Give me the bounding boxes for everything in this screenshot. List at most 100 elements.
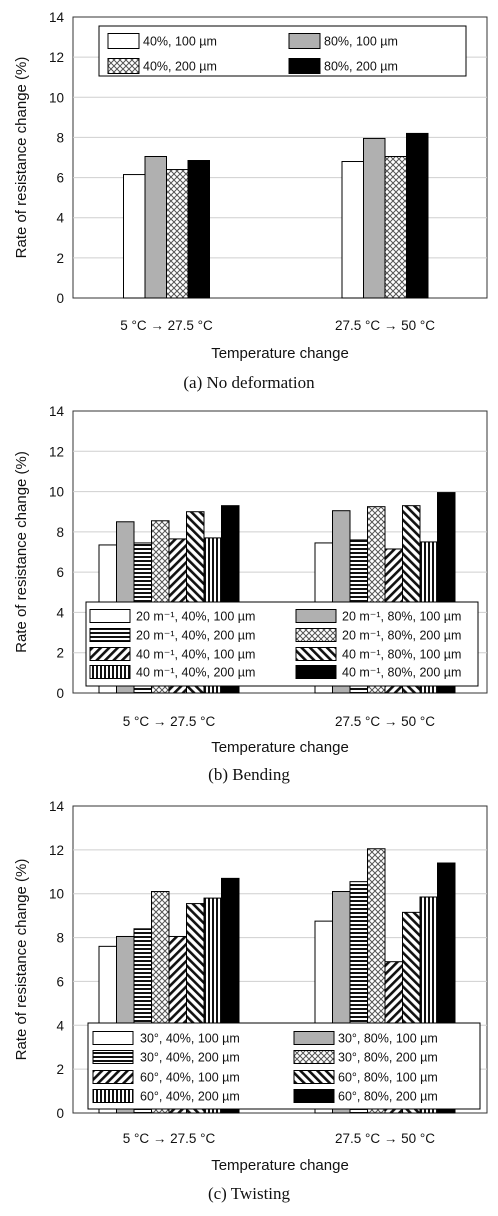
legend-entry: 30°, 80%, 200 µm (338, 1051, 438, 1065)
y-tick-label: 4 (56, 1018, 64, 1033)
x-axis-label: Temperature change (211, 739, 349, 756)
y-tick-label: 14 (49, 799, 65, 814)
legend-entry: 40%, 100 µm (143, 35, 217, 49)
legend-swatch (92, 1089, 134, 1103)
y-tick-label: 2 (56, 1062, 64, 1077)
y-tick-label: 12 (49, 50, 64, 65)
y-tick-label: 2 (56, 646, 64, 661)
legend-entry: 80%, 200 µm (324, 60, 398, 74)
legend-swatch (293, 1050, 335, 1064)
legend-swatch (89, 609, 131, 623)
plot-frame (72, 410, 488, 694)
legend-entry: 60°, 40%, 100 µm (140, 1071, 240, 1085)
legend-entry: 80%, 100 µm (324, 35, 398, 49)
y-tick-label: 10 (49, 887, 64, 902)
legend-entry: 20 m⁻¹, 80%, 100 µm (342, 610, 461, 624)
y-tick-label: 8 (56, 931, 64, 946)
chart-panel-1: 0 2 4 6 8 10 12 14 5 °C → 27.5 °C 27.5 °C → 50 °C… (13, 404, 488, 784)
legend-swatch (295, 628, 337, 642)
legend: 30°, 40%, 100 µm 30°, 80%, 100 µm 30°, 40%… (87, 1022, 481, 1110)
y-tick-label: 0 (56, 1106, 64, 1121)
legend-box (98, 25, 467, 77)
legend-entry: 60°, 80%, 100 µm (338, 1071, 438, 1085)
legend-swatch (107, 58, 140, 74)
y-tick-label: 10 (49, 485, 64, 500)
legend-swatch (92, 1031, 134, 1045)
legend-entry: 40 m⁻¹, 40%, 200 µm (136, 666, 255, 680)
y-tick-label: 0 (56, 686, 64, 701)
y-tick-label: 6 (56, 974, 64, 989)
legend-entry: 30°, 40%, 200 µm (140, 1051, 240, 1065)
y-axis-label: Rate of resistance change (%) (13, 451, 30, 653)
legend-swatch (293, 1089, 335, 1103)
y-tick-label: 10 (49, 90, 64, 105)
legend-swatch (295, 665, 337, 679)
y-tick-label: 6 (56, 565, 64, 580)
legend-swatch (293, 1070, 335, 1084)
bar (341, 161, 364, 299)
legend-entry: 30°, 40%, 100 µm (140, 1032, 240, 1046)
y-tick-label: 6 (56, 171, 64, 186)
legend-swatch (288, 58, 321, 74)
legend-entry: 40 m⁻¹, 40%, 100 µm (136, 648, 255, 662)
y-tick-label: 12 (49, 843, 64, 858)
legend-entry: 40 m⁻¹, 80%, 200 µm (342, 666, 461, 680)
legend-entry: 20 m⁻¹, 80%, 200 µm (342, 629, 461, 643)
y-axis-label: Rate of resistance change (%) (13, 57, 30, 259)
y-tick-label: 4 (56, 605, 64, 620)
x-tick-label: 27.5 °C → 50 °C (335, 318, 435, 333)
x-axis-label: Temperature change (211, 345, 349, 362)
legend-entry: 30°, 80%, 100 µm (338, 1032, 438, 1046)
x-tick-label: 27.5 °C → 50 °C (335, 714, 435, 729)
y-tick-label: 14 (49, 10, 65, 25)
legend-swatch (92, 1070, 134, 1084)
x-axis-label: Temperature change (211, 1157, 349, 1174)
legend-box (85, 601, 479, 687)
legend-entry: 60°, 80%, 200 µm (338, 1090, 438, 1104)
bar (384, 155, 407, 299)
bar (363, 137, 386, 299)
x-tick-label: 5 °C → 27.5 °C (123, 714, 216, 729)
plot-frame (72, 805, 488, 1114)
legend-swatch (295, 609, 337, 623)
plot-frame (72, 16, 488, 299)
y-tick-label: 14 (49, 404, 65, 419)
figure-caption: (b) Bending (208, 765, 290, 784)
y-tick-label: 8 (56, 130, 64, 145)
legend-entry: 20 m⁻¹, 40%, 100 µm (136, 610, 255, 624)
chart-panel-2: 0 2 4 6 8 10 12 14 5 °C → 27.5 °C 27.5 °C → 50 °C… (13, 799, 488, 1203)
y-tick-label: 4 (56, 211, 64, 226)
figure-caption: (a) No deformation (183, 373, 315, 392)
legend-box (87, 1022, 481, 1110)
legend-entry: 40 m⁻¹, 80%, 100 µm (342, 648, 461, 662)
legend-swatch (293, 1031, 335, 1045)
legend-swatch (92, 1050, 134, 1064)
legend-entry: 20 m⁻¹, 40%, 200 µm (136, 629, 255, 643)
y-tick-label: 12 (49, 444, 64, 459)
x-tick-label: 27.5 °C → 50 °C (335, 1131, 435, 1146)
x-tick-label: 5 °C → 27.5 °C (120, 318, 213, 333)
bar (166, 169, 189, 299)
legend-entry: 60°, 40%, 200 µm (140, 1090, 240, 1104)
bar (144, 155, 167, 299)
y-tick-label: 8 (56, 525, 64, 540)
legend-entry: 40%, 200 µm (143, 60, 217, 74)
y-tick-label: 0 (56, 291, 64, 306)
legend-swatch (295, 647, 337, 661)
legend-swatch (89, 628, 131, 642)
bar (406, 132, 429, 299)
legend-swatch (89, 647, 131, 661)
y-axis-label: Rate of resistance change (%) (13, 859, 30, 1061)
legend-swatch (107, 33, 140, 49)
figure-caption: (c) Twisting (208, 1184, 291, 1203)
legend-swatch (288, 33, 321, 49)
legend-swatch (89, 665, 131, 679)
chart-panel-0: 0 2 4 6 8 10 12 14 5 °C → 27.5 °C 27.5 °C → 50 °C… (13, 10, 488, 392)
bar (123, 174, 146, 299)
legend: 40%, 100 µm 80%, 100 µm 40%, 200 µm 80%, 20… (98, 25, 467, 77)
x-tick-label: 5 °C → 27.5 °C (123, 1131, 216, 1146)
bar (187, 160, 210, 299)
y-tick-label: 2 (56, 251, 64, 266)
legend: 20 m⁻¹, 40%, 100 µm 20 m⁻¹, 80%, 100 µm 20… (85, 601, 479, 687)
